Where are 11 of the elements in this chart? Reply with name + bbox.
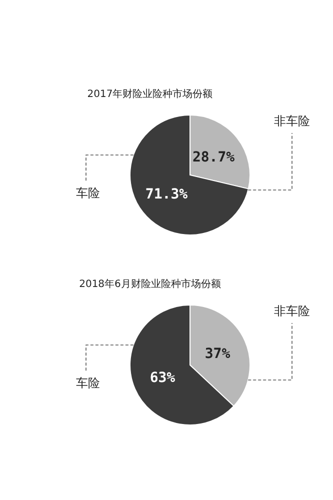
slice-label: 车险 <box>76 376 100 390</box>
data-label: 37% <box>204 346 231 362</box>
slice-label: 非车险 <box>274 114 310 128</box>
slice-label: 车险 <box>76 186 100 200</box>
slice-label: 非车险 <box>274 304 310 318</box>
pie-slice <box>130 114 249 236</box>
chart-title: 2018年6月财险业险种市场份额 <box>79 278 221 290</box>
chart-title: 2017年财险业险种市场份额 <box>87 88 213 100</box>
data-label: 63% <box>150 370 176 386</box>
data-label: 71.3% <box>145 186 188 203</box>
data-label: 28.7% <box>192 149 236 166</box>
